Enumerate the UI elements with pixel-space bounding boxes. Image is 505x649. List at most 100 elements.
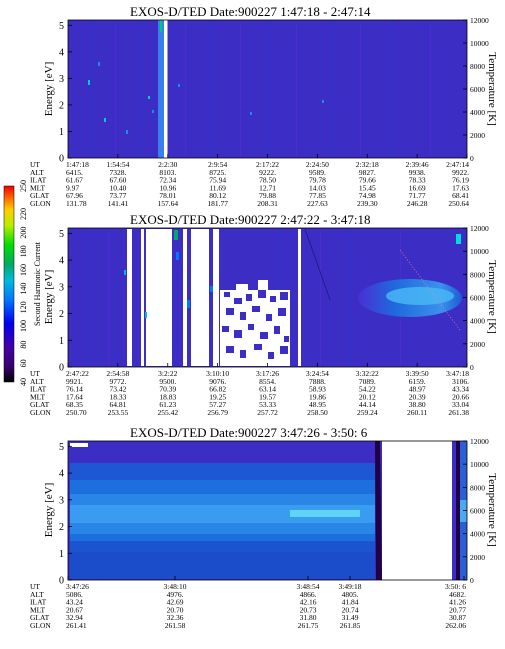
panel-1: EXOS-D/TED Date:900227 1:47:18 - 2:47:14 [30, 4, 498, 208]
y2-tick-label: 6000 [470, 507, 485, 516]
table-cell: 3:10:10 [206, 369, 229, 378]
table-cell: 18.83 [159, 392, 176, 401]
table-cell: 131.78 [66, 199, 87, 208]
table-cell: 19.25 [209, 392, 226, 401]
table-cell: 70.39 [159, 385, 176, 394]
table-cell: 4682. [449, 590, 466, 599]
table-row-label: GLON [30, 621, 51, 630]
table-cell: 256.79 [207, 408, 228, 417]
table-cell: 261.75 [298, 621, 319, 630]
table-cell: 20.39 [409, 392, 426, 401]
table-cell: 31.80 [300, 613, 317, 622]
table-row-label: MLT [30, 183, 46, 192]
table-cell: 43.34 [452, 385, 469, 394]
table-row-label: ILAT [30, 598, 47, 607]
table-cell: 33.04 [452, 400, 469, 409]
table-cell: 61.23 [159, 400, 176, 409]
table-cell: 76.14 [66, 385, 83, 394]
y-tick-label: 3 [59, 282, 64, 293]
table-cell: 17.63 [452, 183, 469, 192]
table-row-label: ILAT [30, 385, 47, 394]
panel-2-colored-marks [124, 230, 461, 318]
table-cell: 9772. [109, 377, 126, 386]
table-row-label: GLAT [30, 400, 50, 409]
table-cell: 17.64 [66, 392, 83, 401]
panel-1-texture [90, 22, 431, 156]
table-cell: 54.22 [359, 385, 376, 394]
y2-tick-label: 12000 [470, 224, 489, 233]
table-cell: 3106. [452, 377, 469, 386]
table-cell: 261.85 [340, 621, 361, 630]
table-row-label: MLT [30, 392, 46, 401]
table-cell: 8725. [209, 168, 226, 177]
table-cell: 253.55 [108, 408, 129, 417]
table-cell: 4805. [342, 590, 359, 599]
table-cell: 2:9:54 [208, 160, 227, 169]
table-cell: 9222. [259, 168, 276, 177]
table-cell: 7888. [309, 377, 326, 386]
table-cell: 9922. [452, 168, 469, 177]
table-cell: 227.63 [307, 199, 328, 208]
table-cell: 3:48:54 [297, 582, 320, 591]
table-cell: 58.93 [309, 385, 326, 394]
table-cell: 260.11 [407, 408, 428, 417]
table-cell: 71.77 [409, 191, 426, 200]
table-cell: 20.66 [452, 392, 469, 401]
table-cell: 9589. [309, 168, 326, 177]
table-cell: 261.38 [448, 408, 469, 417]
table-cell: 78.33 [409, 176, 426, 185]
panel-1-speckles [88, 62, 324, 134]
colorbar-tick-label: 140 [19, 283, 28, 295]
table-cell: 75.94 [209, 176, 226, 185]
colorbar: Second Harmonic Current 40 60 80 100 120 140 1… [3, 180, 42, 386]
table-cell: 6159. [409, 377, 426, 386]
y2-tick-label: 10000 [470, 247, 489, 256]
colorbar-tick-label: 80 [19, 341, 28, 349]
colorbar-tick-label: 250 [19, 180, 28, 192]
table-cell: 1:54:54 [106, 160, 129, 169]
y2-tick-label: 2000 [470, 340, 485, 349]
panel-3-title: EXOS-D/TED Date:900227 3:47:26 - 3:50: 6 [130, 425, 368, 440]
table-cell: 66.82 [209, 385, 226, 394]
panel-2-gaps [127, 229, 301, 366]
table-cell: 61.67 [66, 176, 83, 185]
y2-tick-label: 8000 [470, 62, 485, 71]
table-cell: 64.81 [109, 400, 126, 409]
table-cell: 2:32:18 [356, 160, 379, 169]
panel-3-boundary [375, 441, 382, 580]
table-cell: 11.69 [209, 183, 226, 192]
table-cell: 208.31 [257, 199, 278, 208]
table-row-label: ALT [30, 377, 44, 386]
table-row-label: UT [30, 160, 40, 169]
table-cell: 1:47:18 [66, 160, 89, 169]
y-tick-label: 3 [59, 495, 64, 506]
colorbar-tick-label: 40 [19, 378, 28, 386]
table-cell: 63.14 [259, 385, 276, 394]
table-cell: 32.36 [167, 613, 184, 622]
table-row-label: ALT [30, 168, 44, 177]
panel-1-feature-peak [160, 20, 162, 32]
table-cell: 3:24:54 [306, 369, 329, 378]
table-cell: 250.64 [448, 199, 469, 208]
y2-tick-label: 4000 [470, 317, 485, 326]
colorbar-tick-label: 100 [19, 320, 28, 332]
table-cell: 77.85 [309, 191, 326, 200]
y2-tick-label: 12000 [470, 437, 489, 446]
panel-2-mottled-region [220, 280, 290, 366]
y-tick-label: 1 [59, 549, 64, 560]
y2-tick-label: 2000 [470, 131, 485, 140]
y2-tick-label: 10000 [470, 39, 489, 48]
table-cell: 239.30 [357, 199, 378, 208]
table-cell: 79.66 [359, 176, 376, 185]
table-cell: 4976. [167, 590, 184, 599]
y2-tick-label: 0 [470, 154, 474, 163]
table-cell: 73.77 [109, 191, 126, 200]
table-cell: 10.96 [159, 183, 176, 192]
y-tick-label: 0 [59, 154, 64, 165]
colorbar-tick-label: 200 [19, 227, 28, 239]
y2-tick-label: 12000 [470, 16, 489, 25]
table-cell: 2:2:30 [158, 160, 177, 169]
y2-tick-label: 6000 [470, 294, 485, 303]
table-cell: 3:39:50 [406, 369, 429, 378]
table-cell: 250.70 [66, 408, 87, 417]
